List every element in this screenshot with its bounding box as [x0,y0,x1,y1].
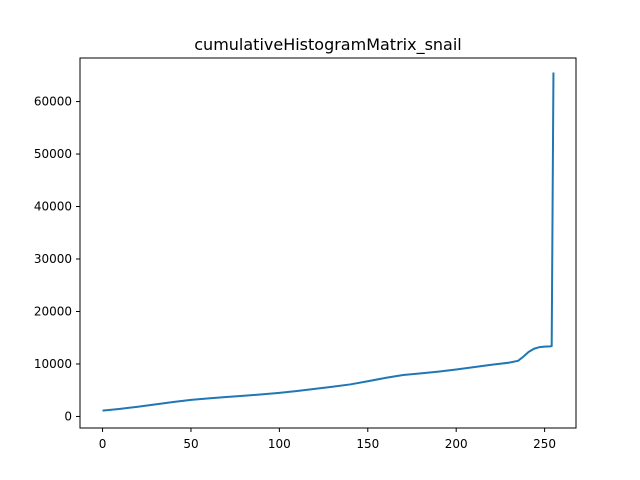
axis-ticks: 0 50 100 150 200 250 0 10000 20000 30000 40000 5000… [34,95,556,451]
y-tick-label: 0 [64,409,72,423]
y-tick-label: 10000 [34,357,72,371]
y-tick-label: 40000 [34,200,72,214]
x-tick-label: 250 [533,437,556,451]
plot-area [102,72,555,412]
x-tick-label: 150 [356,437,379,451]
y-tick-label: 30000 [34,252,72,266]
y-tick-label: 50000 [34,147,72,161]
x-tick-label: 100 [268,437,291,451]
x-tick-label: 50 [183,437,198,451]
x-tick-label: 200 [445,437,468,451]
plot-frame [79,57,577,429]
series-line-0 [102,72,555,412]
y-tick-label: 20000 [34,304,72,318]
y-tick-label: 60000 [34,95,72,109]
x-tick-label: 0 [99,437,107,451]
chart-title: cumulativeHistogramMatrix_snail [194,35,462,55]
